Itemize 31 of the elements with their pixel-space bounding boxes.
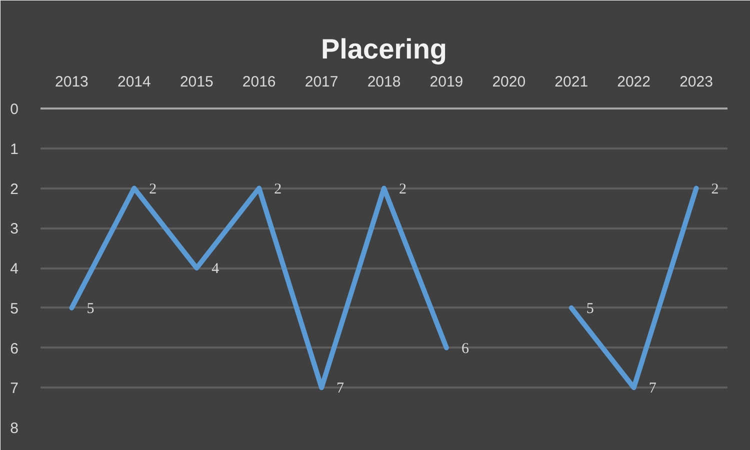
y-tick-label: 4 <box>10 260 18 278</box>
y-tick-label: 7 <box>10 380 18 398</box>
chart-title: Placering <box>320 34 448 64</box>
data-label: 6 <box>461 340 470 357</box>
x-tick-label: 2017 <box>304 74 338 90</box>
data-label: 5 <box>586 300 594 317</box>
y-tick-label: 1 <box>10 140 18 158</box>
data-label: 2 <box>399 181 406 198</box>
x-tick-label: 2022 <box>617 74 651 90</box>
y-tick-label: 8 <box>10 420 18 437</box>
data-label: 2 <box>149 181 157 198</box>
y-tick-label: 3 <box>10 220 18 238</box>
x-tick-label: 2020 <box>492 74 526 90</box>
data-label: 7 <box>336 380 345 397</box>
x-tick-label: 2013 <box>55 74 88 90</box>
x-tick-label: 2015 <box>180 74 214 90</box>
y-tick-label: 6 <box>10 340 18 358</box>
x-tick-label: 2014 <box>117 74 151 90</box>
y-tick-label: 0 <box>10 101 18 118</box>
data-label: 2 <box>274 181 282 198</box>
x-tick-label: 2018 <box>367 74 401 90</box>
x-tick-label: 2021 <box>554 74 588 90</box>
data-label: 5 <box>86 300 94 317</box>
data-label: 4 <box>212 261 220 277</box>
x-tick-label: 2016 <box>242 74 276 90</box>
y-tick-label: 5 <box>10 300 18 318</box>
data-label: 2 <box>711 181 719 198</box>
x-tick-label: 2023 <box>680 74 713 90</box>
x-tick-label: 2019 <box>430 74 464 90</box>
data-label: 7 <box>648 380 657 397</box>
y-tick-label: 2 <box>10 180 18 198</box>
